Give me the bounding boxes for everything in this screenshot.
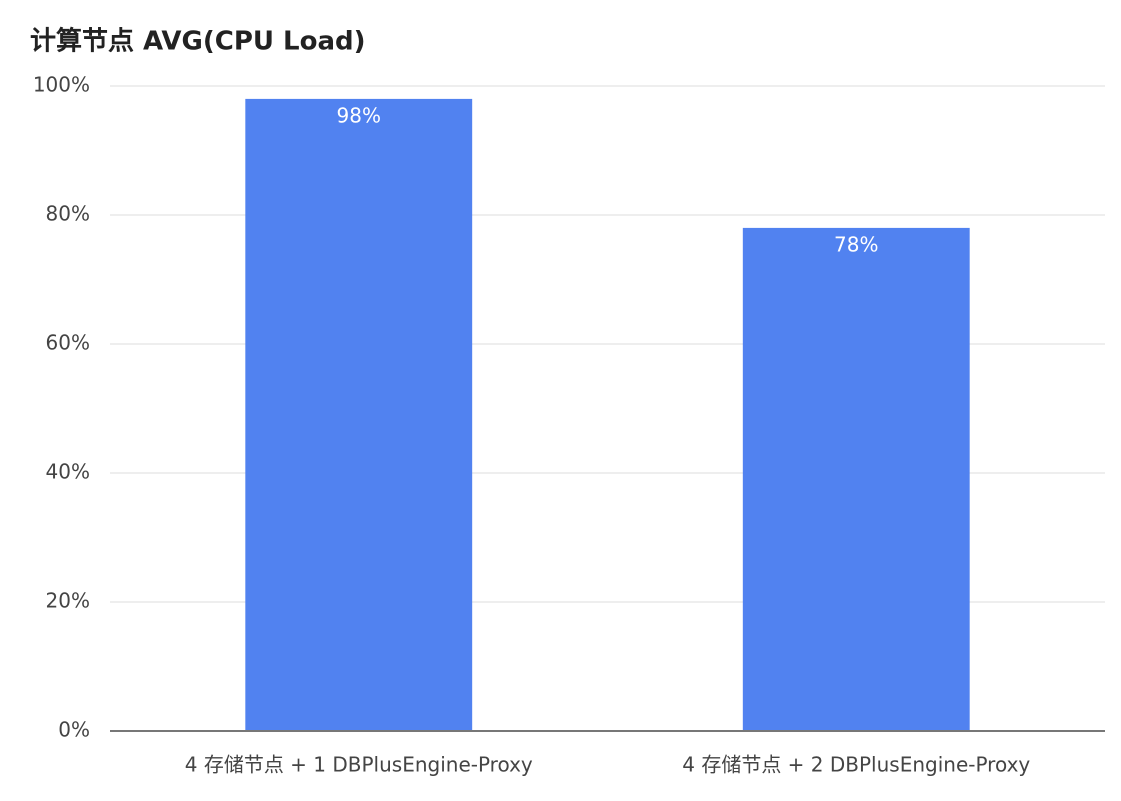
y-tick-label: 0% <box>58 718 90 742</box>
data-label: 98% <box>337 103 381 127</box>
y-tick-label: 80% <box>46 202 90 226</box>
data-label: 78% <box>834 232 878 256</box>
x-tick-label: 4 存储节点 + 2 DBPlusEngine-Proxy <box>682 753 1030 777</box>
y-tick-label: 60% <box>46 331 90 355</box>
bar <box>245 98 473 731</box>
y-tick-label: 40% <box>46 460 90 484</box>
bar <box>742 227 970 731</box>
y-tick-label: 100% <box>33 73 90 97</box>
chart-title: 计算节点 AVG(CPU Load) <box>30 26 366 57</box>
y-tick-label: 20% <box>46 589 90 613</box>
x-tick-label: 4 存储节点 + 1 DBPlusEngine-Proxy <box>185 753 533 777</box>
